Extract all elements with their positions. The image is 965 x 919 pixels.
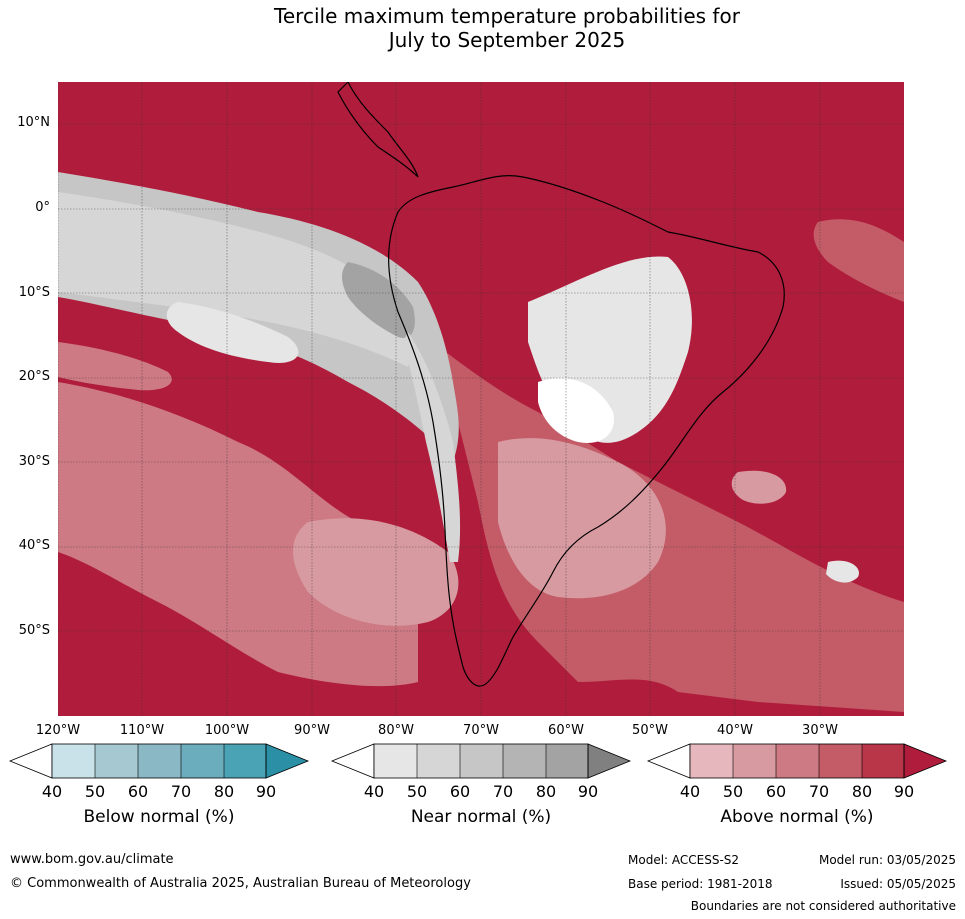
below-tick-90: 90	[255, 782, 277, 801]
title-line-1: Tercile maximum temperature probabilitie…	[274, 4, 740, 28]
below-tick-40: 40	[41, 782, 63, 801]
above-color-1	[690, 744, 733, 778]
near-color-2	[417, 744, 460, 778]
south-america-outline	[387, 175, 785, 687]
near-color-6	[587, 743, 632, 779]
near-color-0	[330, 743, 375, 779]
atlantic-patch-1	[731, 470, 787, 504]
above-color-6	[903, 743, 948, 779]
lat-label-40s: 40°S	[18, 538, 50, 553]
title-line-2: July to September 2025	[388, 28, 626, 52]
atlantic-patch-3	[826, 560, 859, 583]
near-tick-70: 70	[492, 782, 514, 801]
near-color-5	[546, 744, 588, 778]
below-normal-colorbar	[8, 743, 310, 779]
near-tick-90: 90	[577, 782, 599, 801]
below-color-2	[95, 744, 138, 778]
lon-label-80w: 80°W	[378, 723, 414, 738]
near-normal-light	[58, 192, 410, 367]
lon-label-110w: 110°W	[119, 723, 165, 738]
above-normal-colorbar	[646, 743, 948, 779]
lon-label-50w: 50°W	[632, 723, 668, 738]
lon-label-30w: 30°W	[802, 723, 838, 738]
above-color-0	[646, 743, 691, 779]
below-color-3	[138, 744, 181, 778]
issued-date: Issued: 05/05/2025	[840, 877, 956, 891]
above-tick-80: 80	[851, 782, 873, 801]
above-tick-90: 90	[893, 782, 915, 801]
below-color-4	[181, 744, 224, 778]
model-name: Model: ACCESS-S2	[628, 853, 740, 867]
model-run: Model run: 03/05/2025	[818, 853, 956, 867]
probability-map	[58, 82, 904, 716]
lat-label-20s: 20°S	[18, 369, 50, 384]
near-color-4	[503, 744, 546, 778]
lon-label-90w: 90°W	[294, 723, 330, 738]
near-tick-60: 60	[449, 782, 471, 801]
gridlines	[58, 82, 904, 716]
below-color-0	[8, 743, 53, 779]
boundary-disclaimer: Boundaries are not considered authoritat…	[690, 899, 956, 913]
lat-label-10n: 10°N	[17, 115, 50, 130]
near-tick-40: 40	[363, 782, 385, 801]
near-normal-dark	[342, 262, 415, 338]
base-period: Base period: 1981-2018	[628, 877, 773, 891]
below-normal-label: Below normal (%)	[83, 807, 235, 827]
map-title: Tercile maximum temperature probabilitie…	[0, 4, 965, 52]
lon-label-100w: 100°W	[204, 723, 250, 738]
above-tick-70: 70	[808, 782, 830, 801]
near-normal-colorbar	[330, 743, 632, 779]
lon-label-40w: 40°W	[717, 723, 753, 738]
below-color-5	[224, 744, 266, 778]
below-tick-60: 60	[127, 782, 149, 801]
near-normal-white	[166, 302, 299, 363]
near-normal-label: Near normal (%)	[410, 807, 552, 827]
lat-label-30s: 30°S	[18, 454, 50, 469]
lon-label-70w: 70°W	[463, 723, 499, 738]
above-color-3	[776, 744, 819, 778]
below-color-6	[265, 743, 310, 779]
interior-above-band	[498, 438, 666, 599]
near-color-1	[374, 744, 417, 778]
below-tick-70: 70	[170, 782, 192, 801]
above-color-4	[819, 744, 862, 778]
above-normal-label: Above normal (%)	[720, 807, 874, 827]
near-tick-50: 50	[406, 782, 428, 801]
below-color-1	[52, 744, 95, 778]
andes-near-normal	[403, 332, 461, 562]
atlantic-patch-2	[813, 219, 904, 302]
above-normal-patch-south	[293, 518, 459, 626]
above-tick-60: 60	[765, 782, 787, 801]
lat-label-10s: 10°S	[18, 285, 50, 300]
website-link[interactable]: www.bom.gov.au/climate	[10, 852, 174, 867]
near-tick-80: 80	[535, 782, 557, 801]
lat-label-0: 0°	[35, 200, 50, 215]
above-color-2	[733, 744, 776, 778]
interior-white	[538, 378, 614, 443]
below-tick-80: 80	[213, 782, 235, 801]
below-tick-50: 50	[84, 782, 106, 801]
above-tick-50: 50	[722, 782, 744, 801]
above-normal-patch-west	[58, 382, 418, 687]
above-tick-40: 40	[679, 782, 701, 801]
near-color-3	[460, 744, 503, 778]
lon-label-120w: 120°W	[35, 723, 81, 738]
lat-label-50s: 50°S	[18, 623, 50, 638]
above-color-5	[862, 744, 904, 778]
copyright: © Commonwealth of Australia 2025, Austra…	[10, 876, 471, 891]
lon-label-60w: 60°W	[548, 723, 584, 738]
central-america-outline	[337, 82, 419, 178]
